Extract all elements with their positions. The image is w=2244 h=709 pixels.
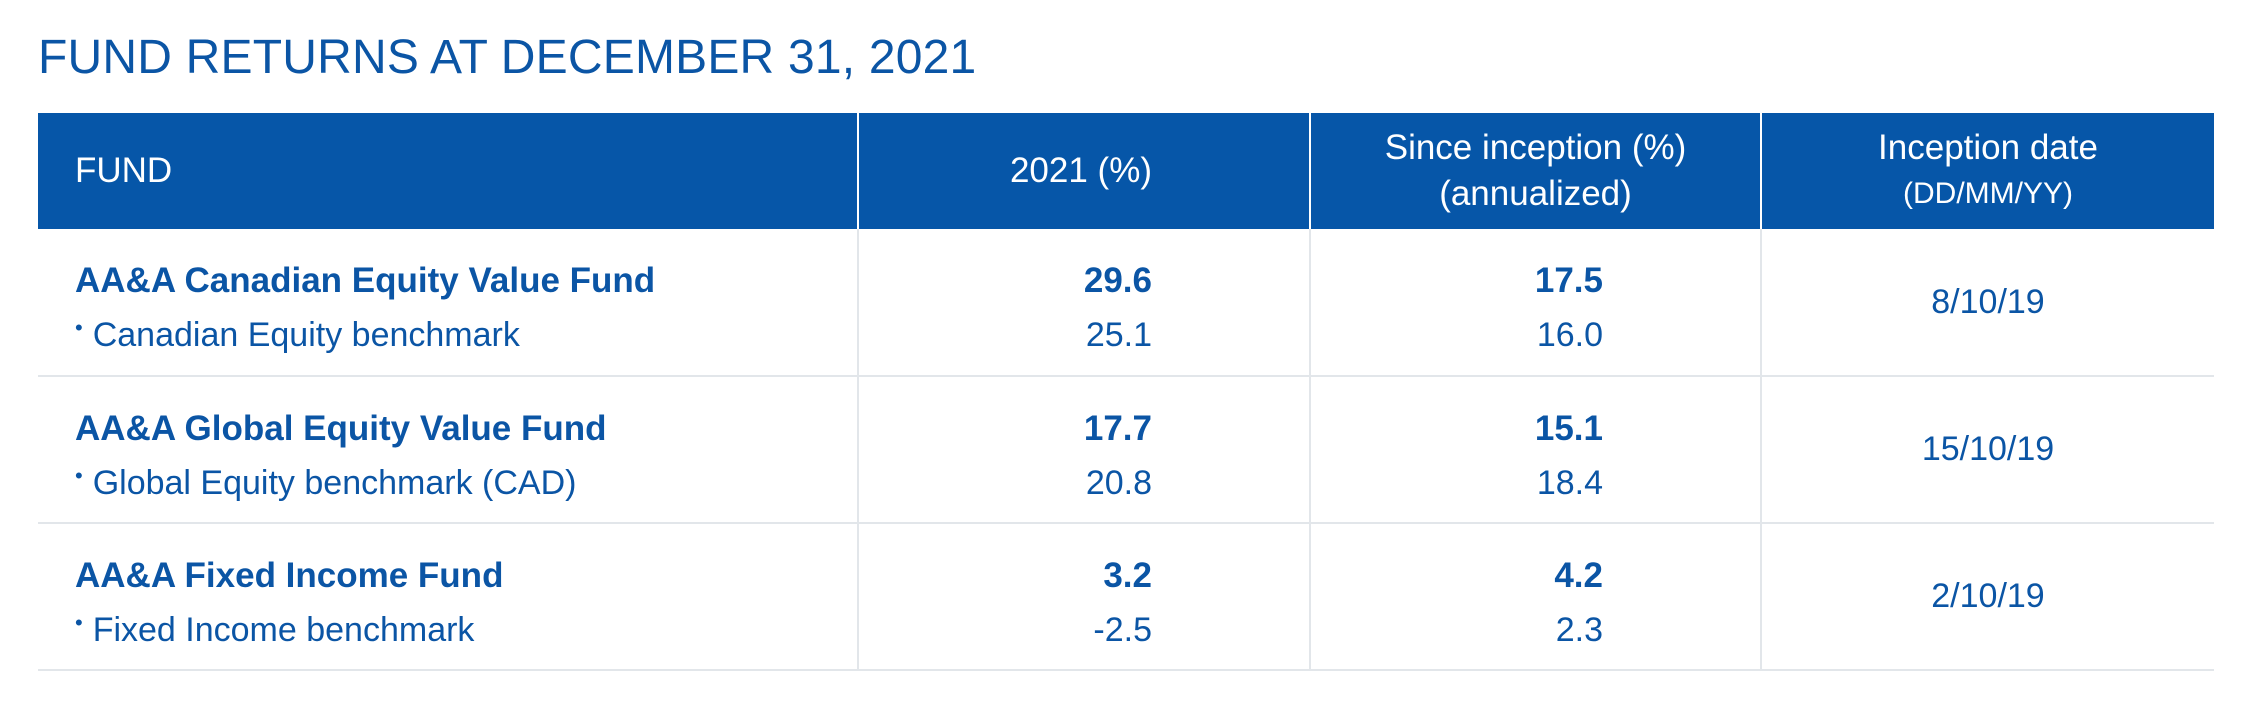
since-inception-cell: 4.2 2.3: [1309, 524, 1760, 669]
return-2021-cell: 17.7 20.8: [857, 377, 1309, 522]
inception-date-cell: 2/10/19: [1760, 524, 2214, 669]
column-header-fund: FUND: [75, 151, 173, 190]
benchmark-item: • Canadian Equity benchmark: [75, 313, 857, 357]
return-2021-cell: 29.6 25.1: [857, 229, 1309, 375]
column-header-since-inception: Since inception (%) (annualized): [1309, 113, 1760, 229]
benchmark-name: Global Equity benchmark (CAD): [92, 464, 577, 502]
fund-cell: AA&A Fixed Income Fund • Fixed Income be…: [38, 524, 857, 669]
fund-return-2021: 17.7: [1083, 409, 1152, 448]
fund-return-since-inception: 17.5: [1534, 261, 1603, 300]
column-header-inception-date: Inception date (DD/MM/YY): [1760, 113, 2214, 229]
fund-name: AA&A Fixed Income Fund: [75, 556, 504, 595]
benchmark-return-since-inception: 16.0: [1536, 316, 1603, 354]
column-header-2021: 2021 (%): [857, 113, 1309, 229]
bullet-icon: •: [75, 463, 83, 488]
benchmark-return-2021: 20.8: [1085, 464, 1152, 502]
benchmark-item: • Global Equity benchmark (CAD): [75, 461, 857, 505]
inception-date-label: Inception date: [1878, 128, 2098, 167]
fund-return-since-inception: 15.1: [1534, 409, 1603, 448]
benchmark-return-2021: -2.5: [1093, 611, 1152, 649]
fund-return-2021: 29.6: [1083, 261, 1152, 300]
benchmark-name: Fixed Income benchmark: [92, 611, 475, 649]
inception-date-format: (DD/MM/YY): [1903, 177, 2073, 210]
table-body: AA&A Canadian Equity Value Fund • Canadi…: [38, 229, 2214, 671]
since-inception-cell: 15.1 18.4: [1309, 377, 1760, 522]
fund-cell: AA&A Canadian Equity Value Fund • Canadi…: [38, 229, 857, 375]
bullet-icon: •: [75, 610, 83, 635]
fund-return-since-inception: 4.2: [1554, 556, 1603, 595]
table-row: AA&A Global Equity Value Fund • Global E…: [38, 377, 2214, 524]
table-row: AA&A Fixed Income Fund • Fixed Income be…: [38, 524, 2214, 671]
since-inception-cell: 17.5 16.0: [1309, 229, 1760, 375]
page-title: FUND RETURNS AT DECEMBER 31, 2021: [38, 31, 977, 84]
inception-date-cell: 8/10/19: [1760, 229, 2214, 375]
benchmark-return-since-inception: 2.3: [1555, 611, 1603, 649]
table-header: FUND 2021 (%) Since inception (%) (annua…: [38, 113, 2214, 229]
return-2021-cell: 3.2 -2.5: [857, 524, 1309, 669]
fund-cell: AA&A Global Equity Value Fund • Global E…: [38, 377, 857, 522]
bullet-icon: •: [75, 315, 83, 340]
fund-name: AA&A Global Equity Value Fund: [75, 409, 607, 448]
fund-return-2021: 3.2: [1103, 556, 1152, 595]
since-inception-label: Since inception (%): [1384, 128, 1687, 167]
benchmark-name: Canadian Equity benchmark: [92, 316, 520, 354]
benchmark-item: • Fixed Income benchmark: [75, 608, 857, 652]
benchmark-return-2021: 25.1: [1085, 316, 1152, 354]
table-row: AA&A Canadian Equity Value Fund • Canadi…: [38, 229, 2214, 377]
benchmark-return-since-inception: 18.4: [1536, 464, 1603, 502]
fund-name: AA&A Canadian Equity Value Fund: [75, 261, 656, 300]
since-inception-sublabel: (annualized): [1439, 174, 1632, 213]
fund-returns-table: FUND 2021 (%) Since inception (%) (annua…: [38, 113, 2214, 671]
inception-date-cell: 15/10/19: [1760, 377, 2214, 522]
